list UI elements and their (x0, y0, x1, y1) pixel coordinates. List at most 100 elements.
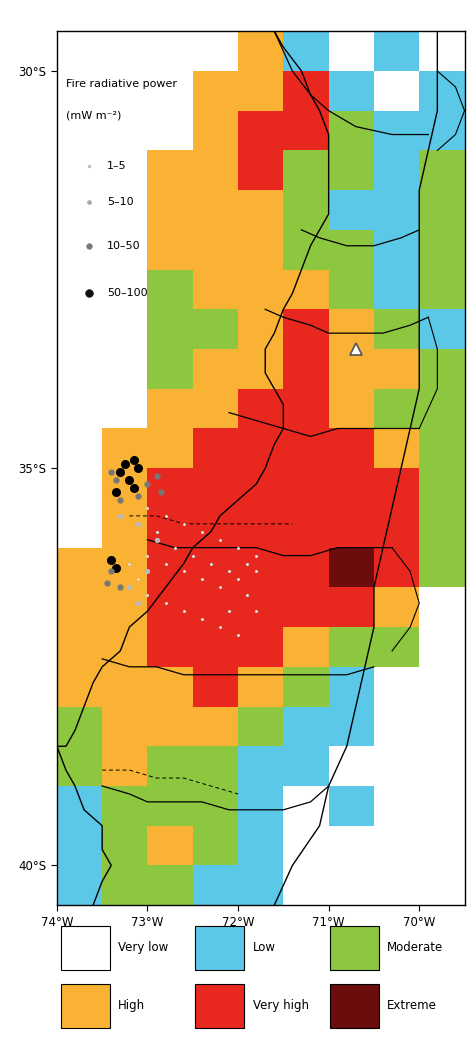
Bar (328, 428, 374, 468)
Text: 50–100: 50–100 (107, 289, 147, 298)
Bar (238, 190, 283, 230)
Bar (102, 825, 147, 866)
Bar (147, 428, 193, 468)
Bar (283, 786, 328, 825)
Bar (283, 309, 328, 349)
Bar (419, 548, 465, 588)
Bar (193, 150, 238, 190)
Bar (102, 428, 147, 468)
Bar (283, 548, 328, 588)
Bar (328, 667, 374, 706)
Bar (147, 150, 193, 190)
Bar (374, 190, 419, 230)
Bar (193, 110, 238, 150)
Bar (328, 230, 374, 270)
Bar (238, 468, 283, 507)
Bar (283, 588, 328, 627)
Text: Extreme: Extreme (387, 999, 437, 1013)
Bar (283, 507, 328, 548)
Bar (193, 270, 238, 309)
Bar (328, 270, 374, 309)
Bar (193, 428, 238, 468)
Bar (147, 349, 193, 389)
Bar (147, 548, 193, 588)
Bar (419, 270, 465, 309)
Bar (328, 31, 374, 71)
Text: High: High (118, 999, 145, 1013)
Text: 1–5: 1–5 (107, 162, 127, 171)
Bar (283, 150, 328, 190)
Bar (102, 786, 147, 825)
Text: (mW m⁻²): (mW m⁻²) (66, 110, 121, 121)
Bar (419, 150, 465, 190)
Bar (328, 786, 374, 825)
Bar (102, 468, 147, 507)
Bar (193, 190, 238, 230)
Bar (374, 548, 419, 588)
Bar (238, 667, 283, 706)
Bar (419, 230, 465, 270)
Bar (147, 190, 193, 230)
Bar (57, 746, 102, 786)
Bar (147, 588, 193, 627)
Bar (193, 71, 238, 110)
Bar (419, 468, 465, 507)
Bar (147, 825, 193, 866)
Bar (102, 866, 147, 905)
Bar (328, 746, 374, 786)
Bar (328, 548, 374, 588)
Bar (328, 627, 374, 667)
Bar (147, 507, 193, 548)
Bar (283, 349, 328, 389)
Bar (238, 389, 283, 428)
Bar (374, 31, 419, 71)
Bar (147, 468, 193, 507)
Bar (102, 706, 147, 746)
Bar (283, 667, 328, 706)
Bar (374, 150, 419, 190)
Bar (61, 925, 110, 970)
Bar (147, 706, 193, 746)
Bar (57, 866, 102, 905)
Bar (102, 667, 147, 706)
Bar (238, 31, 283, 71)
Bar (57, 667, 102, 706)
Bar (283, 825, 328, 866)
Text: Very high: Very high (253, 999, 309, 1013)
Bar (328, 190, 374, 230)
Bar (193, 309, 238, 349)
Bar (193, 667, 238, 706)
Bar (193, 588, 238, 627)
Bar (374, 468, 419, 507)
Bar (147, 786, 193, 825)
Bar (61, 984, 110, 1028)
Bar (419, 110, 465, 150)
Bar (283, 190, 328, 230)
Bar (193, 746, 238, 786)
Bar (374, 428, 419, 468)
Bar (147, 389, 193, 428)
Bar (419, 309, 465, 349)
Bar (238, 706, 283, 746)
Bar (238, 548, 283, 588)
Bar (195, 925, 245, 970)
Bar (330, 925, 379, 970)
Bar (147, 866, 193, 905)
Bar (195, 984, 245, 1028)
Bar (238, 746, 283, 786)
Bar (238, 825, 283, 866)
Text: Fire radiative power: Fire radiative power (66, 79, 177, 89)
Bar (147, 627, 193, 667)
Bar (102, 588, 147, 627)
Bar (238, 230, 283, 270)
Bar (238, 150, 283, 190)
Bar (328, 588, 374, 627)
Bar (374, 71, 419, 110)
Bar (283, 866, 328, 905)
Bar (102, 627, 147, 667)
Bar (328, 309, 374, 349)
Text: 10–50: 10–50 (107, 241, 140, 251)
Bar (328, 825, 374, 866)
Bar (193, 627, 238, 667)
Bar (193, 230, 238, 270)
